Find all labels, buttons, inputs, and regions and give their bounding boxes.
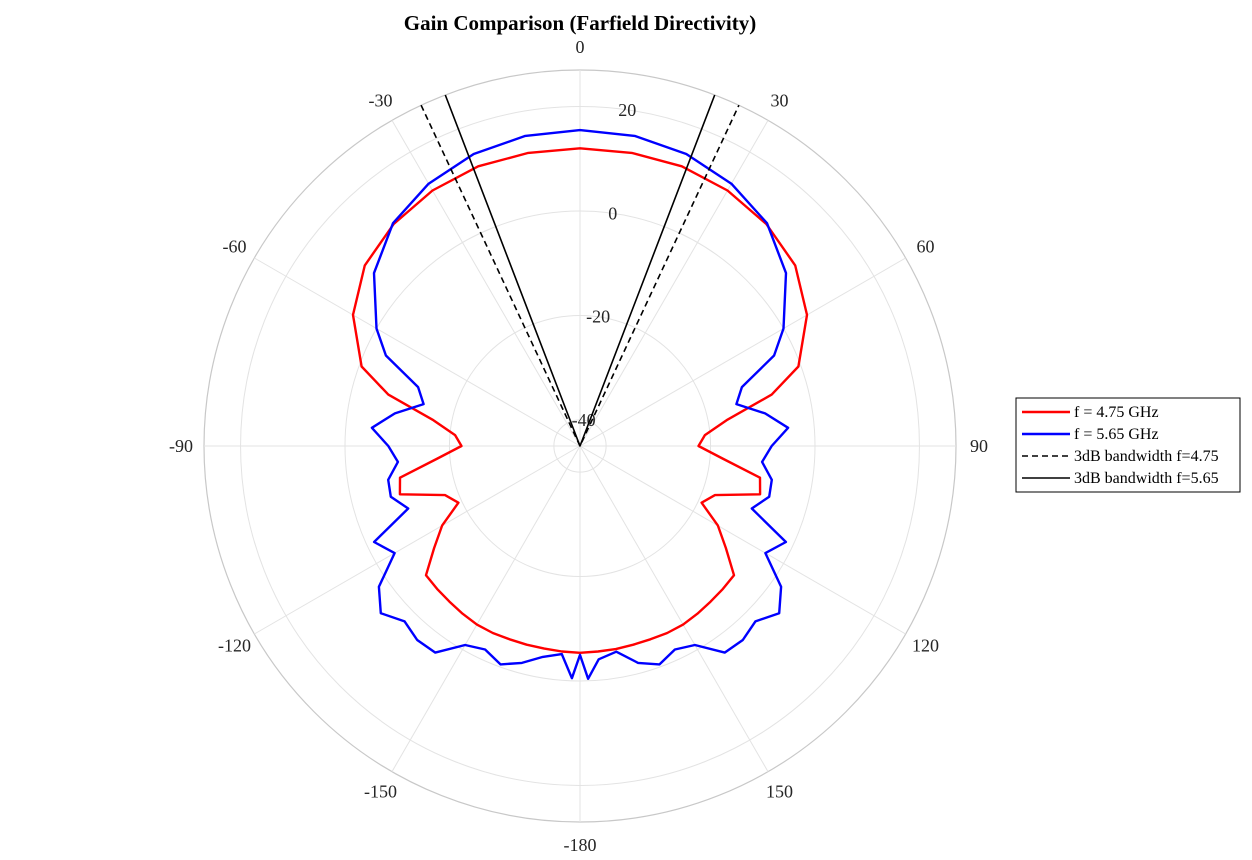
r-tick-label: 0 [608, 203, 617, 223]
grid-spoke [391, 445, 581, 772]
theta-tick-label: 60 [917, 237, 935, 257]
series-trace-2 [370, 128, 790, 680]
legend: f = 4.75 GHz f = 5.65 GHz 3dB bandwidth f=… [1015, 397, 1241, 493]
theta-tick-label: 30 [771, 90, 789, 110]
theta-tick-label: 90 [970, 436, 988, 456]
theta-tick-label: -150 [364, 782, 397, 802]
r-tick-label: -40 [572, 410, 596, 430]
chart-title: Gain Comparison (Farfield Directivity) [404, 11, 756, 35]
grid-spoke [254, 445, 581, 635]
theta-tick-label: 120 [912, 636, 939, 656]
polar-grid [203, 69, 957, 823]
theta-tick-label: -180 [564, 835, 597, 855]
grid-spoke [579, 120, 769, 447]
grid-spoke [579, 257, 906, 447]
legend-label: 3dB bandwidth f=4.75 [1074, 448, 1219, 465]
grid-spoke [391, 120, 581, 447]
grid-spoke [254, 257, 581, 447]
theta-tick-label: 0 [576, 37, 585, 57]
theta-tick-label: -120 [218, 636, 251, 656]
legend-label: f = 4.75 GHz [1074, 404, 1159, 421]
data-traces [351, 94, 809, 680]
theta-tick-label: -90 [169, 436, 193, 456]
legend-label: 3dB bandwidth f=5.65 [1074, 470, 1219, 487]
theta-tick-label: 150 [766, 782, 793, 802]
grid-spoke [579, 445, 769, 772]
grid-spoke [579, 445, 906, 635]
theta-tick-label: -30 [369, 90, 393, 110]
r-tick-label: -20 [586, 307, 610, 327]
legend-box [1015, 397, 1241, 493]
series-trace-4 [444, 94, 716, 447]
r-tick-label: 20 [618, 100, 636, 120]
series-trace-1 [351, 147, 809, 654]
theta-tick-label: -60 [222, 237, 246, 257]
legend-label: f = 5.65 GHz [1074, 426, 1159, 443]
tick-labels: 0 30 60 90 120 150 -180 -150 -120 -90 -60 -30 20 0 -20… [169, 37, 988, 855]
series-trace-3 [420, 104, 740, 447]
